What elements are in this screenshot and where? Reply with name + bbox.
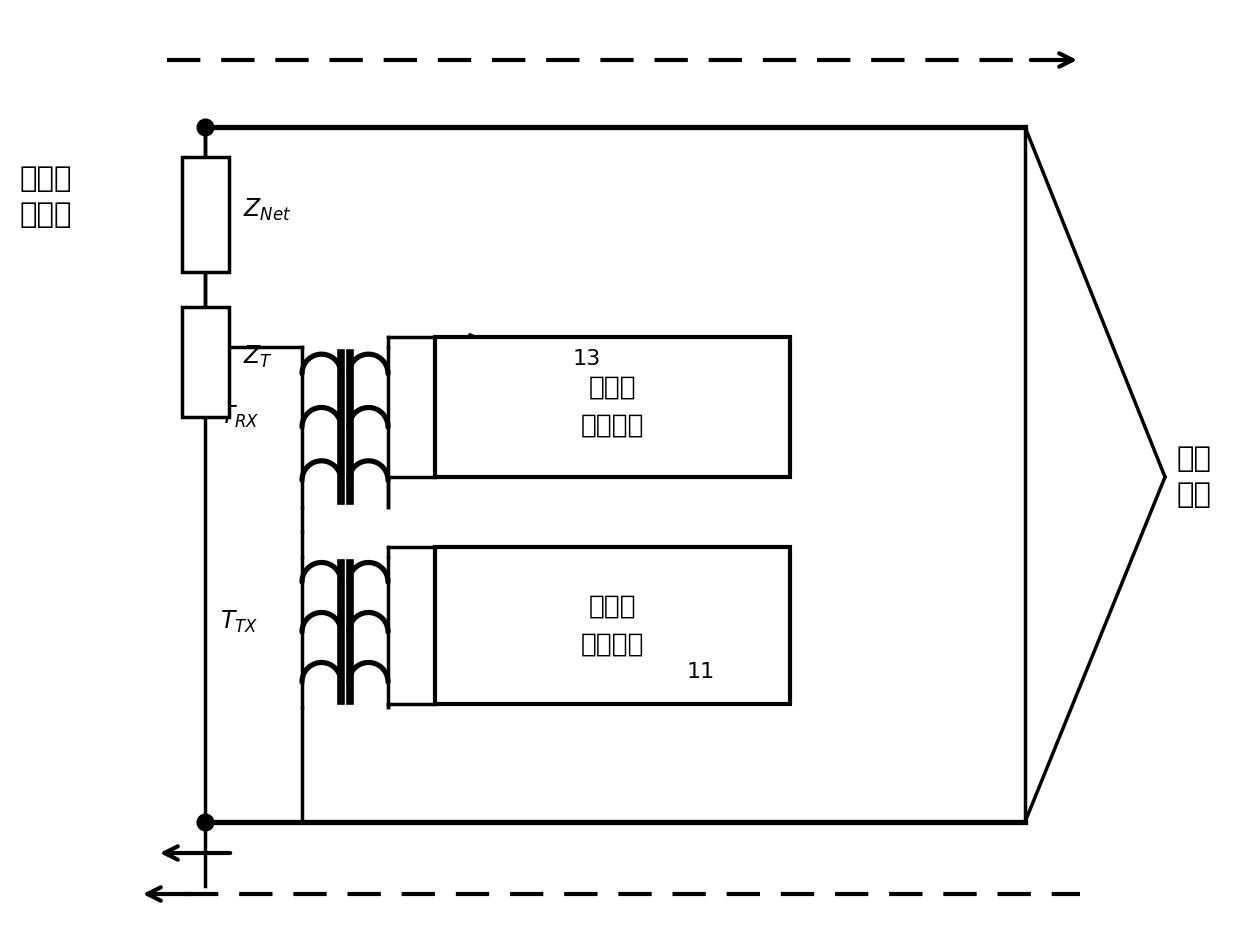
Text: 电力
信号: 电力 信号	[1177, 445, 1211, 510]
Text: $Z_T$: $Z_T$	[243, 344, 273, 370]
Text: $Z_{Net}$: $Z_{Net}$	[243, 197, 291, 223]
Text: 主节点
解调电路: 主节点 解调电路	[580, 375, 645, 439]
Text: 13: 13	[573, 349, 601, 369]
Text: 主节点
调制电路: 主节点 调制电路	[580, 594, 645, 657]
Bar	[181, 157, 228, 272]
Text: $T_{TX}$: $T_{TX}$	[219, 609, 258, 635]
Bar	[181, 307, 228, 417]
Bar	[435, 337, 790, 477]
Text: 11: 11	[687, 662, 715, 682]
Text: 高频通
讯信号: 高频通 讯信号	[20, 165, 72, 229]
Bar	[435, 547, 790, 704]
Text: $T_{RX}$: $T_{RX}$	[219, 404, 259, 430]
